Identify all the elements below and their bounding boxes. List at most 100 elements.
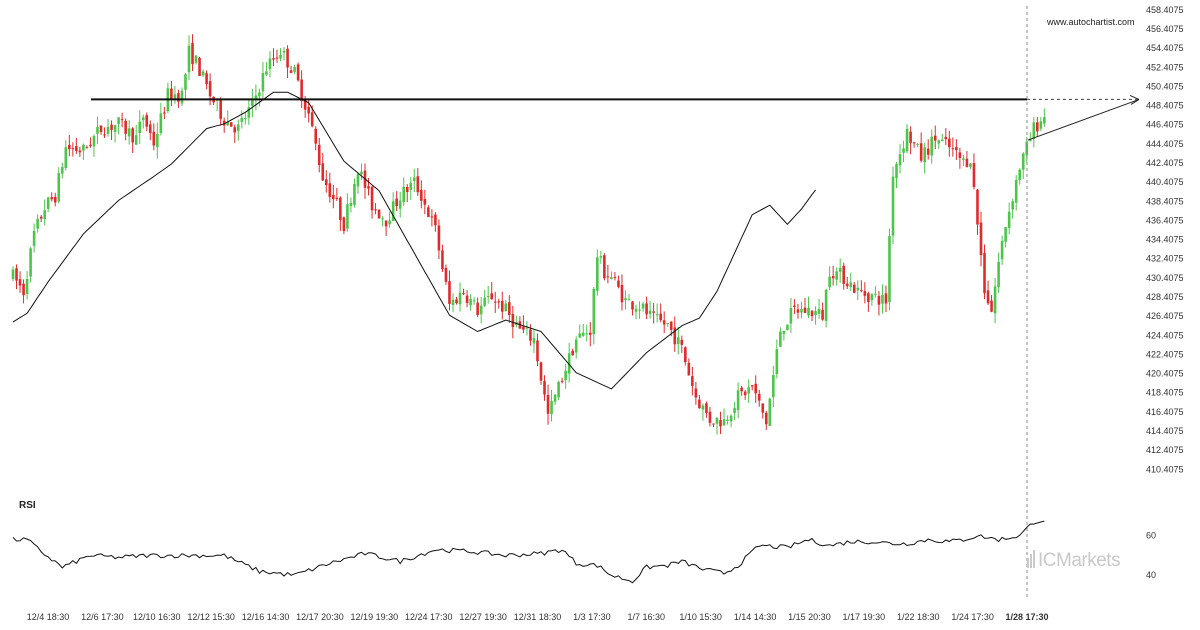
candle [353,178,356,208]
price-tick-label: 412.4075 [1146,445,1184,455]
price-tick-label: 432.4075 [1146,254,1184,264]
candle [546,384,550,425]
candle [405,184,409,203]
candle [958,147,962,169]
candle [265,62,268,76]
candle [289,65,293,74]
candle [85,145,89,149]
candle [300,70,303,108]
candle [275,49,279,63]
candle [993,277,997,324]
candle [919,132,923,163]
candle [821,302,824,321]
candle [409,177,413,200]
candle [103,127,106,138]
candle [22,279,25,304]
candle [786,324,789,331]
time-tick-label: 12/6 17:30 [81,612,124,622]
candle [891,166,895,244]
candle [719,411,722,435]
candle [198,56,201,77]
candle [455,297,458,305]
candle [684,346,687,366]
candle [976,188,979,235]
candle [395,191,398,212]
candle [634,304,638,320]
candle [701,403,705,421]
candle [814,306,817,325]
candle [332,185,335,209]
price-axis: 410.4075 412.4075 414.4075 416.4075 418.4075… [1146,5,1184,474]
candle [448,270,451,311]
candle [420,180,423,209]
site-watermark: www.autochartist.com [1046,17,1135,27]
price-tick-label: 428.4075 [1146,292,1184,302]
candle [493,291,497,313]
projection-arrow [1027,94,1140,141]
candle [60,162,64,179]
candle [32,223,36,253]
candle [1007,202,1011,235]
price-tick-label: 454.4075 [1146,43,1184,53]
candle [740,385,743,396]
candle [944,128,948,146]
candle [955,139,958,160]
candle [479,297,483,324]
candle [360,163,363,180]
candle [691,366,694,396]
time-tick-label: 1/14 14:30 [734,612,777,622]
candle [314,126,318,151]
candle [486,285,490,304]
candle [82,143,85,161]
candle [983,244,986,300]
candle [508,295,511,323]
candle [539,361,543,385]
candle [25,271,29,300]
candle [810,310,814,322]
candle [208,73,212,106]
candle [219,97,222,126]
candle [708,406,712,427]
candle [465,290,469,308]
candle [631,300,634,316]
candle [307,100,310,123]
candle [662,311,666,334]
price-tick-label: 444.4075 [1146,139,1184,149]
candle [233,124,237,144]
moving-average-line [12,91,816,390]
candle [543,375,546,401]
candle [870,292,874,306]
candle [427,205,430,218]
candle [698,394,701,409]
candle [789,297,793,333]
candle [430,209,434,227]
candle [367,178,370,196]
candle [969,162,972,170]
candle [648,300,652,319]
candle [881,284,884,314]
candle [933,125,937,150]
candle [1021,152,1025,180]
candle [462,288,465,296]
candle [803,297,807,314]
candle [254,84,258,111]
candle [184,73,187,99]
candle [349,197,353,213]
candle [705,401,708,418]
time-axis: 12/4 18:30 12/6 17:30 12/10 16:30 12/12 15:… [27,612,1049,622]
time-tick-label: 12/27 19:30 [459,612,507,622]
candle [596,249,599,296]
candle [173,85,177,104]
candle [779,327,782,348]
rsi-label: RSI [19,500,36,511]
candle [761,403,765,419]
candle [898,144,902,174]
candle [800,301,803,319]
candle [874,286,877,298]
candle [606,264,610,284]
time-tick-label: 12/19 19:30 [351,612,399,622]
candle [620,274,624,311]
candle [1018,168,1022,185]
candle [937,139,941,149]
price-tick-label: 426.4075 [1146,311,1184,321]
